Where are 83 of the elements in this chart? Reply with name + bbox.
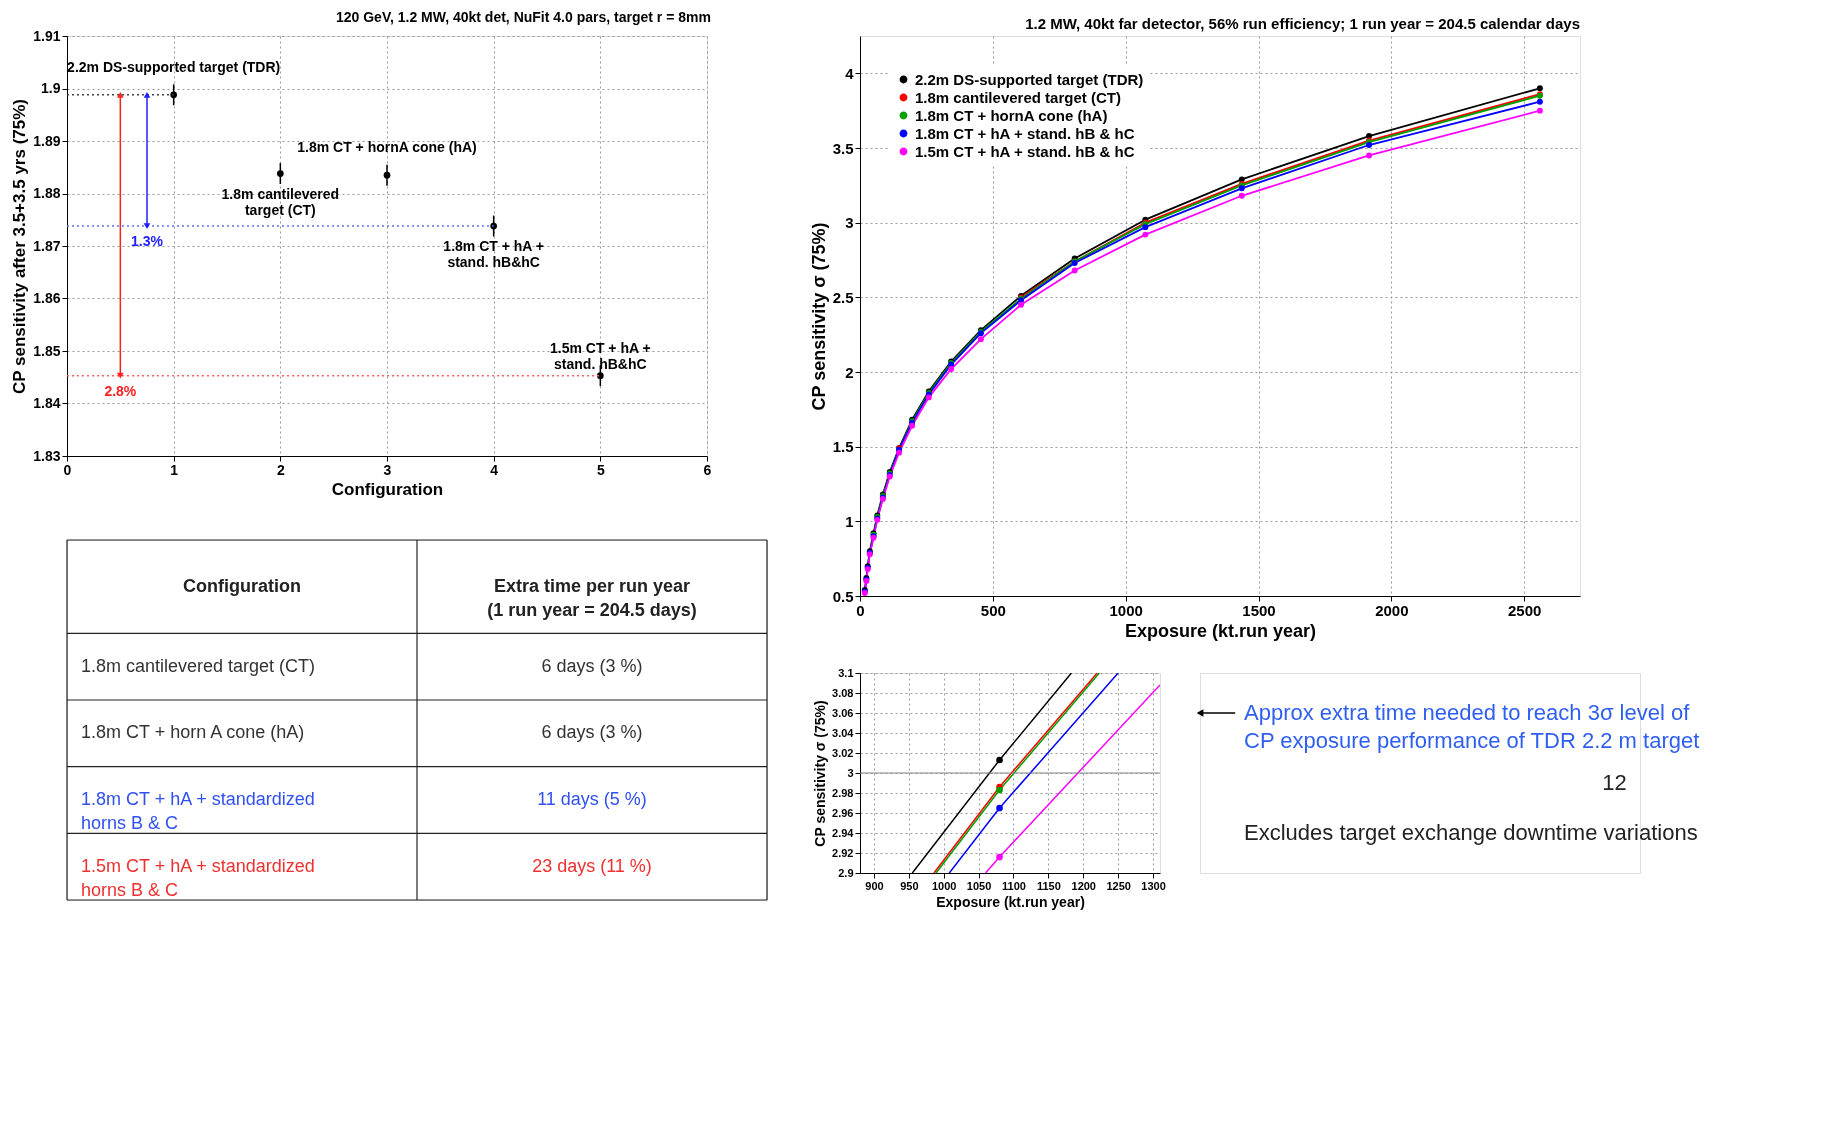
x-tick-label: 1: [170, 461, 179, 478]
y-tick-label: 2: [845, 363, 854, 381]
x-tick-label: 0: [63, 461, 72, 478]
y-tick-label: 0.5: [832, 587, 854, 605]
x-tick-label: 1050: [966, 879, 992, 892]
text: 23 days (11 %): [532, 855, 652, 876]
legend-label: 1.8m cantilevered target (CT): [915, 88, 1121, 106]
x-tick-label: 4: [490, 461, 499, 478]
y-tick-label: 1.88: [33, 185, 61, 201]
chart-title: 1.2 MW, 40kt far detector, 56% run efficiency; 1 run year = 204.5 calendar days: [1025, 15, 1580, 32]
y-axis-title: CP sensitivity σ (75%): [812, 700, 829, 847]
x-tick-label: 1500: [1242, 601, 1276, 619]
x-tick-label: 950: [900, 879, 919, 892]
x-tick-label: 2500: [1508, 601, 1542, 619]
y-tick-label: 3: [845, 214, 854, 232]
annotation: 2.2m DS-supported target (TDR): [67, 58, 281, 75]
x-tick-label: 1300: [1141, 879, 1166, 892]
annotation: 1.5m CT + hA + stand. hB&hC: [550, 339, 651, 372]
x-tick-label: 6: [703, 461, 712, 478]
series-label: 1.3%: [131, 233, 164, 250]
text: Approx extra time needed to reach 3σ level of CP exposure performance of TDR 2.2 m target: [1244, 700, 1700, 753]
y-tick-label: 1.85: [33, 342, 61, 359]
annotation: 1.8m CT + hornA cone (hA): [297, 139, 477, 156]
legend-label: 1.8m CT + hornA cone (hA): [915, 106, 1108, 124]
y-tick-label: 1: [845, 512, 854, 530]
y-tick-label: 1.87: [33, 237, 61, 254]
category-label: 1.8m cantilevered target (CT): [81, 655, 316, 676]
y-tick-label: 3.5: [832, 139, 854, 157]
y-tick-label: 1.83: [33, 447, 61, 464]
x-tick-label: 2: [276, 461, 285, 478]
text: 11 days (5 %): [537, 789, 647, 809]
y-axis-title: CP sensitivity σ (75%): [808, 222, 829, 411]
y-tick-label: 2.5: [832, 288, 854, 306]
y-tick-label: 2.9: [838, 866, 854, 879]
x-axis-title: Exposure (kt.run year): [936, 893, 1085, 910]
x-tick-label: 2000: [1375, 601, 1409, 619]
x-tick-label: 3: [383, 461, 392, 478]
y-tick-label: 3.04: [832, 726, 855, 739]
category-label: 1.8m CT + hA + standardized horns B & C: [81, 789, 315, 833]
y-tick-label: 1.91: [33, 27, 61, 44]
y-tick-label: 1.86: [33, 290, 61, 306]
y-axis-title: CP sensitivity after 3.5+3.5 yrs (75%): [10, 99, 30, 394]
text: 12: [1602, 770, 1627, 795]
x-tick-label: 5: [596, 461, 605, 478]
legend-label: 1.8m CT + hA + stand. hB & hC: [915, 124, 1135, 142]
category-label: Configuration: [183, 575, 301, 596]
text: 6 days (3 %): [541, 655, 643, 676]
y-tick-label: 3.02: [832, 746, 854, 759]
x-tick-label: 500: [980, 601, 1006, 619]
x-tick-label: 1000: [1109, 601, 1143, 619]
y-tick-label: 3.06: [832, 706, 854, 719]
category-label: 1.8m CT + horn A cone (hA): [81, 722, 305, 743]
text: 6 days (3 %): [541, 722, 643, 743]
y-tick-label: 2.98: [832, 786, 854, 799]
x-tick-label: 1200: [1071, 879, 1096, 892]
x-tick-label: 1150: [1036, 879, 1061, 892]
chart-title: 120 GeV, 1.2 MW, 40kt det, NuFit 4.0 pars, target r = 8mm: [335, 9, 711, 25]
x-tick-label: 1000: [931, 879, 957, 892]
x-tick-label: 0: [856, 601, 865, 619]
x-tick-label: 1100: [1002, 879, 1026, 892]
y-tick-label: 4: [845, 64, 855, 82]
legend-label: 2.2m DS-supported target (TDR): [915, 70, 1144, 88]
x-tick-label: 900: [865, 879, 884, 892]
x-axis-title: Configuration: [331, 479, 444, 499]
y-tick-label: 1.9: [41, 80, 61, 96]
y-tick-label: 2.96: [832, 806, 854, 819]
annotation: 1.8m cantilevered target (CT): [221, 185, 340, 218]
y-tick-label: 2.92: [832, 846, 854, 859]
y-tick-label: 1.89: [33, 132, 61, 149]
y-tick-label: 1.5: [832, 438, 854, 456]
y-tick-label: 3: [847, 766, 854, 779]
y-tick-label: 2.94: [832, 826, 855, 839]
category-label: 1.5m CT + hA + standardized horns B & C: [81, 855, 315, 900]
text: Excludes target exchange downtime variations: [1244, 820, 1698, 845]
category-label: Extra time per run year (1 run year = 204.5 days): [487, 575, 697, 620]
legend-label: 1.5m CT + hA + stand. hB & hC: [915, 142, 1135, 160]
x-tick-label: 1250: [1106, 879, 1131, 892]
y-tick-label: 3.08: [832, 686, 854, 699]
y-tick-label: 3.1: [838, 666, 854, 679]
y-tick-label: 1.84: [33, 395, 61, 411]
x-axis-title: Exposure (kt.run year): [1124, 620, 1317, 641]
annotation: 1.8m CT + hA + stand. hB&hC: [443, 238, 544, 271]
series-label: 2.8%: [104, 382, 137, 399]
